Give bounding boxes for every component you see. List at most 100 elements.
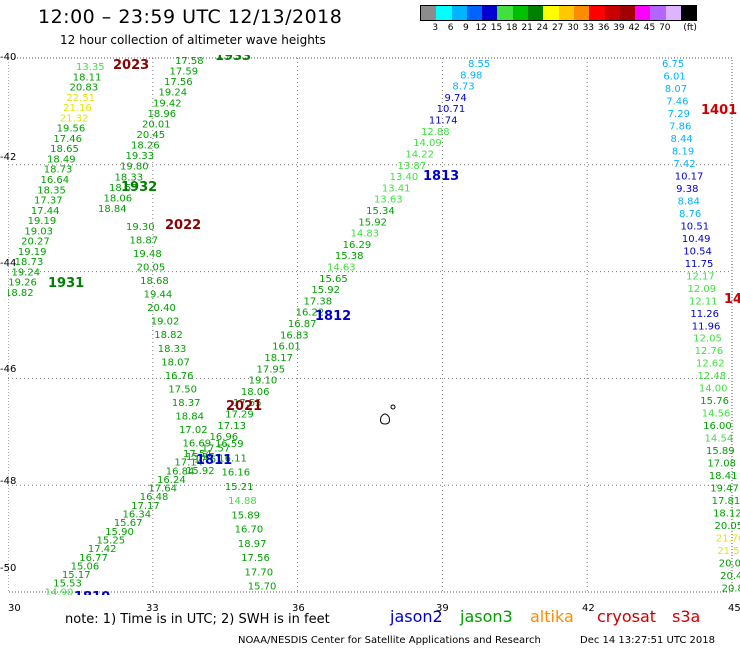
color-swatch-8: [543, 6, 559, 20]
swh-value: 18.49: [47, 154, 76, 165]
color-swatch-2: [451, 6, 467, 20]
color-scale-label: 39: [613, 23, 625, 33]
swh-value: 19.56: [57, 124, 86, 135]
swh-value: 16.34: [122, 510, 151, 521]
swh-value: 20.05: [714, 521, 740, 532]
color-scale-label: 42: [628, 23, 640, 33]
swh-value: 11.96: [692, 321, 721, 332]
swh-value: 15.92: [186, 466, 215, 477]
swh-value: 8.07: [665, 84, 687, 95]
swh-value: 7.86: [669, 121, 691, 132]
swh-value: 9.38: [676, 184, 698, 195]
swh-value: 21.32: [60, 113, 89, 124]
swh-value: 19.10: [249, 376, 278, 387]
swh-value: 17.56: [164, 77, 193, 88]
swh-value: 7.46: [666, 96, 688, 107]
swh-value: 18.84: [175, 411, 204, 422]
swh-value: 16.84: [166, 466, 195, 477]
color-swatch-15: [650, 6, 666, 20]
swh-value: 18.55: [109, 183, 138, 194]
swh-value: 15.67: [114, 518, 143, 529]
swh-value: 11.74: [429, 116, 458, 127]
swh-value: 15.25: [97, 535, 126, 546]
latitude-label: -50: [0, 563, 17, 574]
swh-value: 18.26: [131, 141, 160, 152]
swh-value: 18.33: [115, 172, 144, 183]
longitude-label: 36: [292, 603, 305, 614]
swh-value: 16.64: [41, 175, 70, 186]
generated-timestamp: Dec 14 13:27:51 UTC 2018: [580, 635, 715, 646]
swh-value: 18.06: [241, 387, 270, 398]
swh-value: 20.80: [722, 584, 740, 595]
swh-value: 15.65: [319, 274, 348, 285]
swh-value: 15.76: [700, 396, 729, 407]
swh-value: 16.59: [215, 439, 244, 450]
swh-value: 12.76: [695, 346, 724, 357]
swh-value: 16.77: [79, 553, 108, 564]
swh-value: 17.56: [241, 553, 270, 564]
swh-value: 13.41: [382, 183, 411, 194]
swh-value: 19.26: [8, 278, 37, 289]
swh-value: 15.89: [231, 510, 260, 521]
swh-value: 20.00: [719, 559, 740, 570]
swh-value: 19.42: [153, 98, 182, 109]
page-title: 12:00 – 23:59 UTC 12/13/2018: [38, 6, 343, 28]
swh-value: 7.42: [673, 159, 695, 170]
track-label: 1932: [121, 180, 157, 195]
swh-value: 17.08: [707, 459, 736, 470]
swh-value: 17.64: [148, 484, 177, 495]
swh-value: 10.71: [437, 104, 466, 115]
swh-value: 15.90: [105, 527, 134, 538]
swh-value: 20.01: [142, 119, 171, 130]
legend-altika: altika: [530, 607, 574, 626]
color-scale-label: 36: [597, 23, 610, 33]
swh-value: 16.24: [157, 475, 186, 486]
swh-value: 19.24: [159, 88, 188, 99]
swh-value: 6.01: [663, 71, 685, 82]
track-label: 1810: [74, 590, 110, 595]
latitude-label: -42: [0, 152, 17, 163]
island-outline: [380, 413, 390, 425]
swh-value: 12.17: [686, 271, 715, 282]
swh-value: 8.73: [452, 82, 474, 93]
latitude-label: -40: [0, 52, 17, 63]
swh-value: 18.17: [264, 353, 293, 364]
swh-value: 16.76: [165, 371, 194, 382]
color-swatch-10: [573, 6, 590, 20]
swh-value: 18.12: [713, 509, 740, 520]
swh-value: 17.37: [34, 196, 63, 207]
color-swatch-1: [436, 6, 452, 20]
swh-value: 22.51: [66, 93, 95, 104]
swh-value: 17.44: [31, 206, 60, 217]
swh-value: 12.05: [693, 334, 722, 345]
swh-value: 16.96: [210, 432, 239, 443]
swh-value: 8.19: [672, 146, 694, 157]
track-label: 1401: [701, 103, 737, 118]
swh-value: 15.92: [358, 217, 387, 228]
swh-value: 19.48: [133, 249, 162, 260]
islet-outline: [390, 404, 396, 410]
swh-value: 13.63: [374, 195, 403, 206]
swh-value: 17.46: [53, 134, 82, 145]
map-frame: [8, 57, 733, 593]
swh-value: 15.89: [706, 446, 735, 457]
longitude-label: 42: [582, 603, 595, 614]
swh-value: 18.84: [98, 204, 127, 215]
swh-value: 13.35: [76, 62, 105, 73]
color-scale-label: (ft): [683, 23, 697, 33]
swh-value: 18.82: [154, 330, 183, 341]
longitude-label: 30: [8, 603, 21, 614]
swh-value: 19.80: [120, 162, 149, 173]
swh-value: 19.19: [28, 216, 57, 227]
swh-value: 14.00: [699, 384, 728, 395]
swh-value: 18.87: [130, 236, 159, 247]
color-swatch-13: [619, 6, 636, 20]
swh-value: 21.50: [717, 546, 740, 557]
swh-value: 10.17: [675, 171, 704, 182]
swh-value: 12.09: [688, 284, 717, 295]
color-scale-label: 15: [490, 23, 503, 33]
color-scale-label: 9: [463, 23, 469, 33]
swh-value: 18.35: [37, 185, 66, 196]
color-swatch-11: [589, 6, 605, 20]
wave-height-map[interactable]: 13.3518.1120.8322.5121.1621.3219.5617.46…: [8, 55, 740, 595]
